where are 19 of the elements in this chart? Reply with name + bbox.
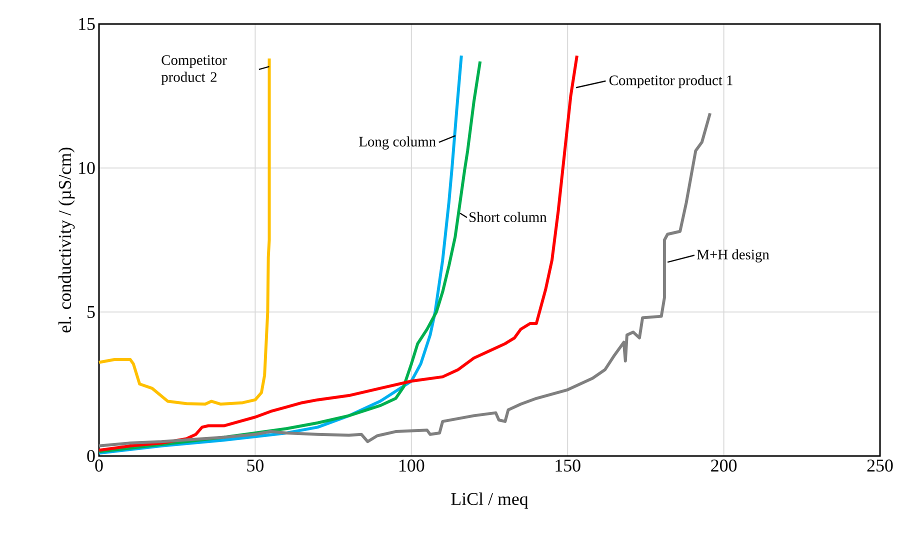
line-series (98, 54, 578, 452)
line-series (98, 57, 271, 406)
y-tick-label: 10 (79, 162, 95, 174)
x-axis-title: LiCl / meq (451, 492, 528, 509)
x-tick-label: 150 (556, 460, 580, 472)
series-label: Short column (470, 212, 547, 222)
y-tick-label: 0 (87, 450, 95, 462)
y-tick-label: 15 (79, 18, 95, 30)
x-tick-label: 200 (711, 460, 737, 472)
x-tick-label: 50 (247, 460, 264, 472)
y-axis-title: el. conductivity / (µS/cm) (58, 148, 75, 332)
y-tick-label: 5 (88, 306, 95, 318)
x-tick-label: 100 (400, 460, 424, 472)
text: Competitor product 2 (161, 55, 227, 85)
series-label: Long column (359, 136, 436, 150)
text: Competitor product 1 (609, 75, 732, 88)
x-tick-label: 0 (95, 460, 103, 472)
x-tick-label: 250 (867, 460, 893, 472)
series-label: M+H design (697, 249, 770, 262)
